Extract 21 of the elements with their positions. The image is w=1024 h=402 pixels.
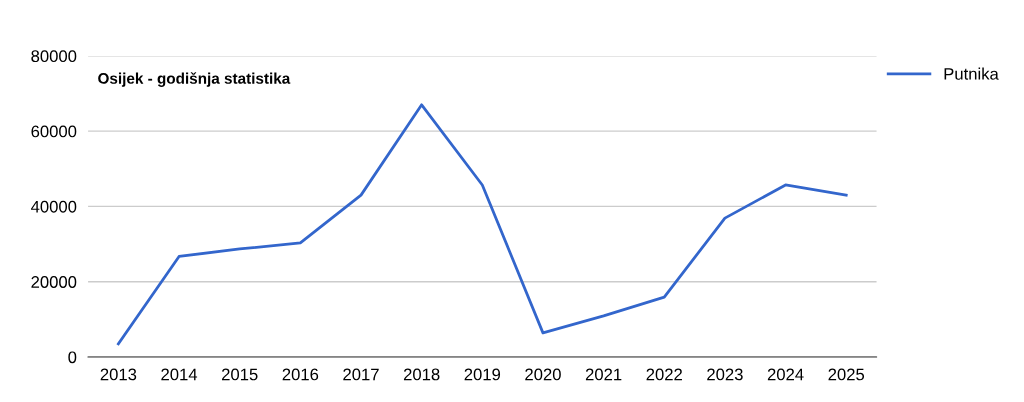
x-tick-label: 2021 [585,368,622,381]
line-series [117,103,848,346]
y-tick-label: 60000 [31,125,77,138]
x-tick-label: 2024 [767,368,804,381]
x-tick-label: 2013 [100,368,137,381]
x-tick-label: 2020 [525,368,561,381]
x-tick-label: 2018 [403,368,440,381]
x-tick-label: 2014 [161,368,198,381]
x-tick-label: 2016 [282,368,319,381]
x-tick-label: 2019 [464,368,501,381]
text: Osijek - godišnja statistika [98,72,291,87]
y-tick-label: 40000 [30,200,77,213]
x-tick-label: 2025 [828,368,865,381]
legend-label: Putnika [944,67,999,80]
x-tick-label: 2023 [707,368,743,381]
x-tick-label: 2015 [222,368,258,381]
x-tick-label: 2022 [646,368,682,381]
y-tick-label: 80000 [31,50,77,63]
x-tick-label: 2017 [343,368,379,381]
y-tick-label: 0 [68,351,77,364]
y-tick-label: 20000 [31,276,77,288]
